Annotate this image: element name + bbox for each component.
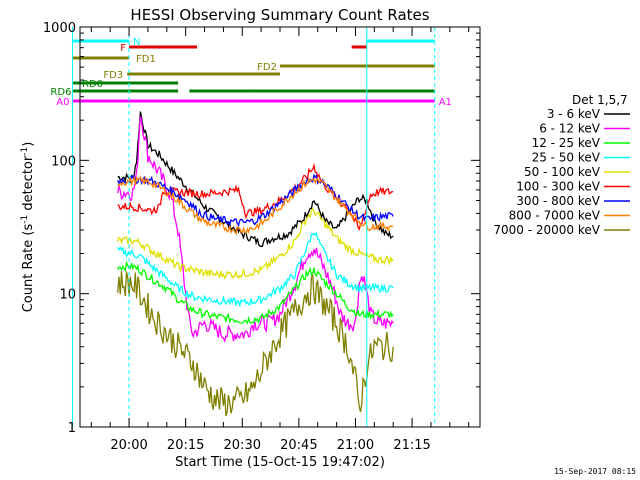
series-line xyxy=(117,271,394,417)
legend-label: 100 - 300 keV xyxy=(516,180,600,194)
x-axis: 20:00 20:15 20:30 20:45 21:00 21:15 xyxy=(90,27,470,453)
y-tick-label: 10 xyxy=(59,288,76,303)
date-stamp: 15-Sep-2017 08:15 xyxy=(554,467,636,476)
y-tick-label: 100 xyxy=(51,154,76,169)
time-markers xyxy=(71,27,436,427)
x-tick-label: 20:45 xyxy=(280,438,317,453)
series-line xyxy=(117,173,394,228)
y-label-part: ) xyxy=(21,142,36,147)
flag-bar-label: FD3 xyxy=(103,70,123,81)
legend-label: 300 - 800 keV xyxy=(516,194,600,208)
flag-bar-label: A0 xyxy=(56,97,69,108)
flag-bar-label: RD6 xyxy=(50,87,71,98)
x-tick-label: 20:15 xyxy=(167,438,204,453)
legend-label: 25 - 50 keV xyxy=(532,151,601,165)
chart-title: HESSI Observing Summary Count Rates xyxy=(130,6,429,24)
series-line xyxy=(117,260,394,325)
y-label-exponent: -1 xyxy=(20,215,30,224)
y-tick-label: 1000 xyxy=(43,21,76,36)
series-line xyxy=(117,116,394,344)
legend-label: 3 - 6 keV xyxy=(547,107,601,121)
x-tick-label: 21:15 xyxy=(393,438,430,453)
flag-bar-label: A1 xyxy=(439,97,452,108)
flag-bar-label: FD2 xyxy=(257,62,277,73)
flag-bar-label: N xyxy=(133,37,140,48)
y-label-exponent: -1 xyxy=(20,147,30,156)
legend-label: 50 - 100 keV xyxy=(524,165,601,179)
flag-bar-label: RD0 xyxy=(82,79,103,90)
y-axis-label: Count Rate (s-1 detector-1) xyxy=(20,142,36,313)
series-line xyxy=(117,175,394,235)
y-tick-label: 1 xyxy=(68,421,76,436)
y-label-part: detector xyxy=(21,155,36,215)
series-lines xyxy=(117,111,394,417)
legend-title: Det 1,5,7 xyxy=(572,93,628,107)
series-line xyxy=(117,231,394,307)
legend-label: 12 - 25 keV xyxy=(532,136,601,150)
flag-bar-label: F xyxy=(120,43,126,54)
x-tick-label: 20:30 xyxy=(224,438,261,453)
legend-label: 6 - 12 keV xyxy=(539,122,601,136)
series-line xyxy=(117,111,394,247)
x-axis-label: Start Time (15-Oct-15 19:47:02) xyxy=(175,455,385,470)
series-line xyxy=(117,206,394,280)
legend-label: 800 - 7000 keV xyxy=(509,209,601,223)
flag-bar-label: FD1 xyxy=(136,54,156,65)
x-tick-label: 20:00 xyxy=(110,438,147,453)
plot-frame xyxy=(79,26,481,428)
y-axis: 1 10 100 1000 xyxy=(43,21,480,436)
legend-label: 7000 - 20000 keV xyxy=(493,223,600,237)
series-line xyxy=(117,162,394,231)
y-label-part: Count Rate (s xyxy=(21,224,36,313)
x-tick-label: 21:00 xyxy=(337,438,374,453)
